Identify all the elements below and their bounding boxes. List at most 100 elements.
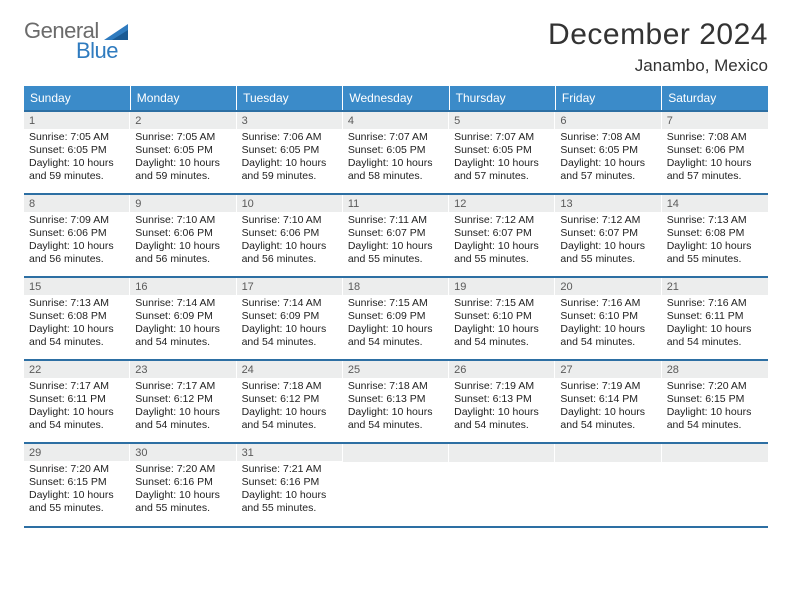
daylight-line: Daylight: 10 hours and 55 minutes.: [560, 240, 655, 266]
calendar-row: 1Sunrise: 7:05 AMSunset: 6:05 PMDaylight…: [24, 111, 768, 194]
daylight-line: Daylight: 10 hours and 55 minutes.: [348, 240, 443, 266]
day-number: 6: [555, 112, 661, 129]
calendar-cell: 31Sunrise: 7:21 AMSunset: 6:16 PMDayligh…: [237, 443, 343, 527]
sunset-line: Sunset: 6:09 PM: [135, 310, 230, 323]
calendar-table: Sunday Monday Tuesday Wednesday Thursday…: [24, 86, 768, 528]
sunrise-line: Sunrise: 7:08 AM: [667, 131, 763, 144]
daylight-line: Daylight: 10 hours and 56 minutes.: [29, 240, 124, 266]
calendar-cell: 20Sunrise: 7:16 AMSunset: 6:10 PMDayligh…: [555, 277, 661, 360]
calendar-cell: 24Sunrise: 7:18 AMSunset: 6:12 PMDayligh…: [237, 360, 343, 443]
sunset-line: Sunset: 6:05 PM: [29, 144, 124, 157]
sunrise-line: Sunrise: 7:10 AM: [242, 214, 337, 227]
day-body: Sunrise: 7:20 AMSunset: 6:15 PMDaylight:…: [662, 378, 768, 442]
sunrise-line: Sunrise: 7:07 AM: [348, 131, 443, 144]
day-number: 28: [662, 361, 768, 378]
daylight-line: Daylight: 10 hours and 59 minutes.: [242, 157, 337, 183]
day-body: Sunrise: 7:20 AMSunset: 6:16 PMDaylight:…: [130, 461, 236, 525]
daylight-line: Daylight: 10 hours and 54 minutes.: [135, 406, 230, 432]
sunrise-line: Sunrise: 7:12 AM: [560, 214, 655, 227]
logo: General Blue: [24, 18, 144, 62]
day-body: Sunrise: 7:11 AMSunset: 6:07 PMDaylight:…: [343, 212, 449, 276]
day-number: 4: [343, 112, 449, 129]
sunrise-line: Sunrise: 7:18 AM: [242, 380, 337, 393]
day-body: Sunrise: 7:05 AMSunset: 6:05 PMDaylight:…: [130, 129, 236, 193]
sunrise-line: Sunrise: 7:07 AM: [454, 131, 549, 144]
day-body: Sunrise: 7:14 AMSunset: 6:09 PMDaylight:…: [237, 295, 343, 359]
sunset-line: Sunset: 6:05 PM: [454, 144, 549, 157]
calendar-row: 15Sunrise: 7:13 AMSunset: 6:08 PMDayligh…: [24, 277, 768, 360]
day-number: 26: [449, 361, 555, 378]
header: General Blue December 2024 Janambo, Mexi…: [24, 18, 768, 76]
page-title: December 2024: [548, 18, 768, 52]
day-body: Sunrise: 7:06 AMSunset: 6:05 PMDaylight:…: [237, 129, 343, 193]
day-number: 27: [555, 361, 661, 378]
calendar-cell: 26Sunrise: 7:19 AMSunset: 6:13 PMDayligh…: [449, 360, 555, 443]
title-block: December 2024 Janambo, Mexico: [548, 18, 768, 76]
calendar-cell: 3Sunrise: 7:06 AMSunset: 6:05 PMDaylight…: [237, 111, 343, 194]
day-body: Sunrise: 7:20 AMSunset: 6:15 PMDaylight:…: [24, 461, 130, 525]
calendar-cell: 1Sunrise: 7:05 AMSunset: 6:05 PMDaylight…: [24, 111, 130, 194]
daylight-line: Daylight: 10 hours and 54 minutes.: [348, 323, 443, 349]
daylight-line: Daylight: 10 hours and 54 minutes.: [135, 323, 230, 349]
day-number: 22: [24, 361, 130, 378]
day-body: Sunrise: 7:18 AMSunset: 6:13 PMDaylight:…: [343, 378, 449, 442]
daylight-line: Daylight: 10 hours and 55 minutes.: [667, 240, 763, 266]
daylight-line: Daylight: 10 hours and 54 minutes.: [667, 406, 763, 432]
day-number: 12: [449, 195, 555, 212]
sunset-line: Sunset: 6:10 PM: [560, 310, 655, 323]
calendar-cell: 18Sunrise: 7:15 AMSunset: 6:09 PMDayligh…: [343, 277, 449, 360]
day-body: Sunrise: 7:16 AMSunset: 6:10 PMDaylight:…: [555, 295, 661, 359]
day-body: Sunrise: 7:10 AMSunset: 6:06 PMDaylight:…: [237, 212, 343, 276]
calendar-cell: [449, 443, 555, 527]
day-body: Sunrise: 7:19 AMSunset: 6:13 PMDaylight:…: [449, 378, 555, 442]
sunset-line: Sunset: 6:05 PM: [242, 144, 337, 157]
calendar-cell: 21Sunrise: 7:16 AMSunset: 6:11 PMDayligh…: [662, 277, 768, 360]
day-number-empty: [449, 444, 555, 462]
daylight-line: Daylight: 10 hours and 54 minutes.: [348, 406, 443, 432]
daylight-line: Daylight: 10 hours and 55 minutes.: [29, 489, 124, 515]
sunset-line: Sunset: 6:10 PM: [454, 310, 549, 323]
daylight-line: Daylight: 10 hours and 54 minutes.: [454, 323, 549, 349]
sunset-line: Sunset: 6:15 PM: [29, 476, 124, 489]
logo-text-blue: Blue: [76, 38, 118, 64]
sunrise-line: Sunrise: 7:11 AM: [348, 214, 443, 227]
calendar-row: 8Sunrise: 7:09 AMSunset: 6:06 PMDaylight…: [24, 194, 768, 277]
day-number: 31: [237, 444, 343, 461]
sunset-line: Sunset: 6:16 PM: [135, 476, 230, 489]
daylight-line: Daylight: 10 hours and 54 minutes.: [454, 406, 549, 432]
day-number: 2: [130, 112, 236, 129]
daylight-line: Daylight: 10 hours and 54 minutes.: [560, 406, 655, 432]
sunrise-line: Sunrise: 7:19 AM: [454, 380, 549, 393]
day-body: Sunrise: 7:21 AMSunset: 6:16 PMDaylight:…: [237, 461, 343, 525]
day-body: Sunrise: 7:07 AMSunset: 6:05 PMDaylight:…: [343, 129, 449, 193]
sunset-line: Sunset: 6:09 PM: [348, 310, 443, 323]
weekday-header: Monday: [130, 86, 236, 111]
day-body: Sunrise: 7:15 AMSunset: 6:09 PMDaylight:…: [343, 295, 449, 359]
sunset-line: Sunset: 6:05 PM: [135, 144, 230, 157]
location-label: Janambo, Mexico: [548, 56, 768, 76]
calendar-cell: [343, 443, 449, 527]
calendar-cell: 23Sunrise: 7:17 AMSunset: 6:12 PMDayligh…: [130, 360, 236, 443]
daylight-line: Daylight: 10 hours and 54 minutes.: [667, 323, 763, 349]
sunset-line: Sunset: 6:16 PM: [242, 476, 337, 489]
sunrise-line: Sunrise: 7:16 AM: [667, 297, 763, 310]
day-number-empty: [662, 444, 768, 462]
sunset-line: Sunset: 6:06 PM: [135, 227, 230, 240]
day-number: 13: [555, 195, 661, 212]
day-number: 9: [130, 195, 236, 212]
day-number: 10: [237, 195, 343, 212]
day-number: 17: [237, 278, 343, 295]
daylight-line: Daylight: 10 hours and 56 minutes.: [242, 240, 337, 266]
calendar-row: 22Sunrise: 7:17 AMSunset: 6:11 PMDayligh…: [24, 360, 768, 443]
day-body: Sunrise: 7:18 AMSunset: 6:12 PMDaylight:…: [237, 378, 343, 442]
sunrise-line: Sunrise: 7:06 AM: [242, 131, 337, 144]
calendar-cell: 9Sunrise: 7:10 AMSunset: 6:06 PMDaylight…: [130, 194, 236, 277]
day-body: Sunrise: 7:12 AMSunset: 6:07 PMDaylight:…: [449, 212, 555, 276]
daylight-line: Daylight: 10 hours and 58 minutes.: [348, 157, 443, 183]
sunrise-line: Sunrise: 7:09 AM: [29, 214, 124, 227]
sunset-line: Sunset: 6:11 PM: [29, 393, 124, 406]
calendar-cell: 14Sunrise: 7:13 AMSunset: 6:08 PMDayligh…: [662, 194, 768, 277]
day-body-empty: [555, 462, 661, 526]
sunrise-line: Sunrise: 7:20 AM: [29, 463, 124, 476]
calendar-cell: 11Sunrise: 7:11 AMSunset: 6:07 PMDayligh…: [343, 194, 449, 277]
